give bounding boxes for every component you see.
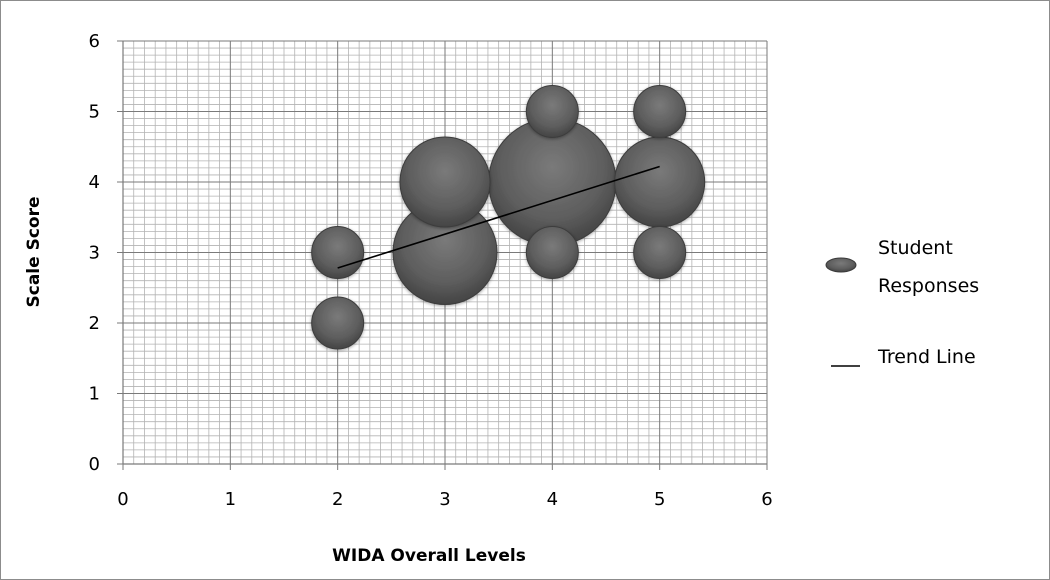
x-tick-label: 0 bbox=[117, 489, 128, 510]
bubble-point bbox=[525, 85, 579, 138]
y-axis-title: Scale Score bbox=[24, 197, 44, 308]
x-tick-label: 2 bbox=[332, 489, 343, 510]
y-tick-label: 4 bbox=[89, 172, 100, 193]
y-tick-label: 3 bbox=[89, 243, 100, 264]
trend-line bbox=[337, 165, 660, 269]
x-axis-title: WIDA Overall Levels bbox=[332, 546, 526, 566]
y-tick-label: 0 bbox=[89, 454, 100, 475]
tick-labels: 0 1 2 3 4 5 6 0 1 2 3 4 5 6 bbox=[89, 31, 773, 510]
x-tick-label: 1 bbox=[225, 489, 236, 510]
y-tick-label: 1 bbox=[89, 384, 100, 405]
legend-student-responses-line2: Responses bbox=[878, 275, 979, 297]
y-tick-label: 6 bbox=[89, 31, 100, 52]
legend-student-responses-line1: Student bbox=[878, 237, 953, 259]
y-tick-label: 2 bbox=[89, 313, 100, 334]
x-tick-label: 5 bbox=[654, 489, 665, 510]
x-tick-label: 3 bbox=[439, 489, 450, 510]
student-responses-bubbles bbox=[311, 85, 706, 350]
legend: Student Responses Trend Line bbox=[825, 237, 979, 368]
x-tick-label: 4 bbox=[547, 489, 558, 510]
legend-trend-line-label: Trend Line bbox=[877, 346, 976, 368]
bubble-point bbox=[633, 85, 687, 138]
axes bbox=[117, 40, 768, 470]
trend-line-group bbox=[337, 165, 660, 269]
bubble-point bbox=[311, 296, 365, 350]
legend-bubble-marker bbox=[825, 257, 857, 273]
bubble-point bbox=[614, 136, 706, 228]
bubble-point bbox=[399, 136, 491, 228]
bubble-point bbox=[525, 226, 579, 279]
bubble-point bbox=[311, 226, 365, 279]
x-tick-label: 6 bbox=[761, 489, 772, 510]
bubble-point bbox=[633, 226, 687, 279]
y-tick-label: 5 bbox=[89, 102, 100, 123]
